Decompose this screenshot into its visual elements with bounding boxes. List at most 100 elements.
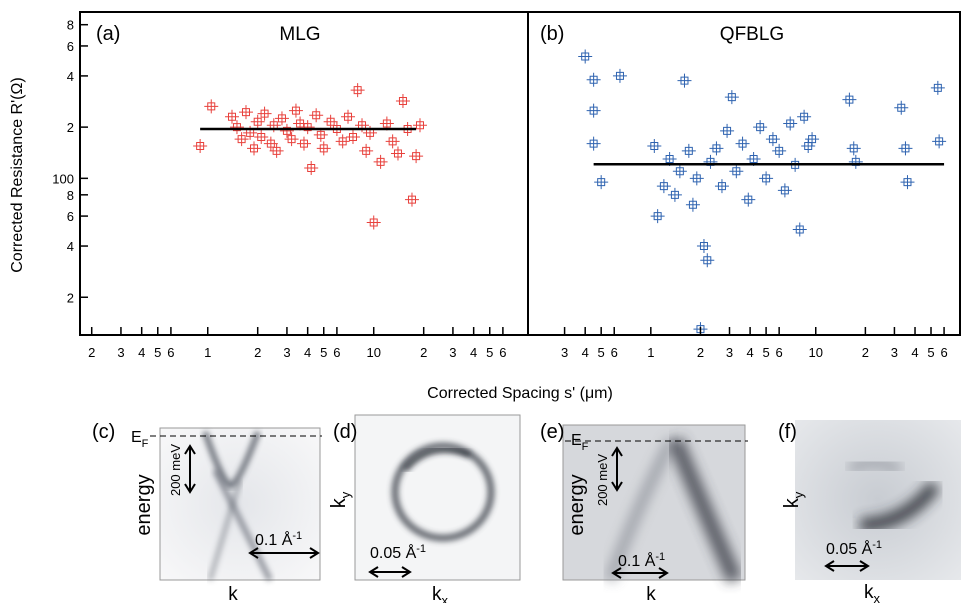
x-axis-label: Corrected Spacing s' (μm)	[427, 385, 613, 402]
data-point	[409, 149, 424, 164]
k-scale-sup: -1	[872, 539, 882, 551]
x-tick-label: 3	[117, 345, 124, 360]
panel-title: MLG	[279, 24, 320, 45]
x-tick-label: 3	[449, 345, 456, 360]
data-point	[900, 175, 915, 190]
data-point	[792, 222, 807, 237]
data-point	[594, 175, 609, 190]
panel-label: (b)	[540, 23, 564, 45]
x-tick-label: 6	[940, 345, 947, 360]
data-point	[894, 100, 909, 115]
kx-label: kx	[432, 584, 449, 603]
data-point	[772, 143, 787, 158]
x-tick-label: 3	[561, 345, 568, 360]
data-point	[689, 171, 704, 186]
y-tick-label: 6	[67, 39, 74, 54]
data-point	[257, 106, 272, 121]
data-point	[797, 109, 812, 124]
data-point	[735, 136, 750, 151]
data-point	[274, 111, 289, 126]
data-point	[930, 80, 945, 95]
panel-label: (a)	[96, 23, 120, 45]
data-point	[254, 129, 269, 144]
data-point	[696, 239, 711, 254]
y-axis-label: Corrected Resistance R'(Ω)	[9, 77, 26, 273]
x-tick-label: 5	[486, 345, 493, 360]
image	[159, 427, 321, 581]
data-point	[404, 192, 419, 207]
y-tick-label: 100	[52, 171, 74, 186]
x-tick-label: 4	[746, 345, 753, 360]
energy-label: energy	[566, 474, 588, 535]
data-point	[247, 141, 262, 156]
k-scale: 0.05 Å-1	[826, 539, 882, 558]
data-point	[578, 49, 593, 64]
data-point	[586, 72, 601, 87]
kx-main: k	[864, 582, 874, 603]
data-point	[316, 141, 331, 156]
data-point	[612, 68, 627, 83]
plot-frame	[79, 11, 961, 336]
data-point	[288, 103, 303, 118]
kx-sub: x	[874, 591, 881, 603]
data-point	[765, 132, 780, 147]
data-point	[700, 253, 715, 268]
data-point	[234, 132, 249, 147]
x-tick-label: 6	[611, 345, 618, 360]
data-point	[777, 183, 792, 198]
data-point	[395, 93, 410, 108]
data-point	[586, 136, 601, 151]
arpes-panel-c: (c) EF energy 200 meV 0.1 Å-1 k	[92, 421, 322, 603]
y-tick-label: 8	[67, 188, 74, 203]
x-tick-label: 10	[366, 345, 380, 360]
arpes-panel-f: (f) ky 0.05 Å-1 kx	[778, 420, 961, 603]
data-point	[412, 118, 427, 133]
data-point	[250, 114, 265, 129]
data-point	[898, 141, 913, 156]
panel-label: (d)	[333, 421, 357, 443]
x-tick-label: 3	[283, 345, 290, 360]
y-tick-label: 2	[67, 120, 74, 135]
data-point	[304, 161, 319, 176]
data-point	[681, 143, 696, 158]
data-point	[193, 138, 208, 153]
x-tick-label: 3	[891, 345, 898, 360]
data-point	[204, 99, 219, 114]
k-scale-main: 0.1 Å	[618, 551, 656, 570]
ef-main: E	[571, 432, 582, 449]
y-tick-label: 4	[67, 239, 74, 254]
data-point	[714, 179, 729, 194]
x-tick-label: 6	[333, 345, 340, 360]
data-point	[224, 109, 239, 124]
x-tick-label: 2	[88, 345, 95, 360]
data-point	[848, 154, 863, 169]
data-point	[296, 136, 311, 151]
x-tick-label: 4	[911, 345, 918, 360]
energy-scale: 200 meV	[168, 444, 183, 496]
ky-main: k	[781, 497, 803, 508]
ef-label: EF	[571, 432, 589, 453]
data-point	[720, 123, 735, 138]
data-point	[385, 134, 400, 149]
ky-sub: y	[338, 491, 353, 498]
x-tick-label: 4	[582, 345, 589, 360]
data-point	[300, 120, 315, 135]
kx-sub: x	[442, 593, 449, 603]
k-scale: 0.1 Å-1	[255, 530, 302, 549]
x-tick-label: 4	[138, 345, 145, 360]
data-point	[724, 90, 739, 105]
data-point	[805, 132, 820, 147]
ky-sub: y	[791, 491, 806, 498]
data-point	[366, 215, 381, 230]
data-point	[359, 143, 374, 158]
data-point	[759, 171, 774, 186]
data-point	[709, 141, 724, 156]
panel-title: QFBLG	[720, 24, 784, 45]
k-scale: 0.1 Å-1	[618, 551, 665, 570]
ef-sub: F	[582, 441, 589, 453]
k-label: k	[228, 584, 238, 603]
data-point	[390, 146, 405, 161]
data-point	[238, 105, 253, 120]
x-tick-label: 5	[598, 345, 605, 360]
x-tick-label: 4	[304, 345, 311, 360]
